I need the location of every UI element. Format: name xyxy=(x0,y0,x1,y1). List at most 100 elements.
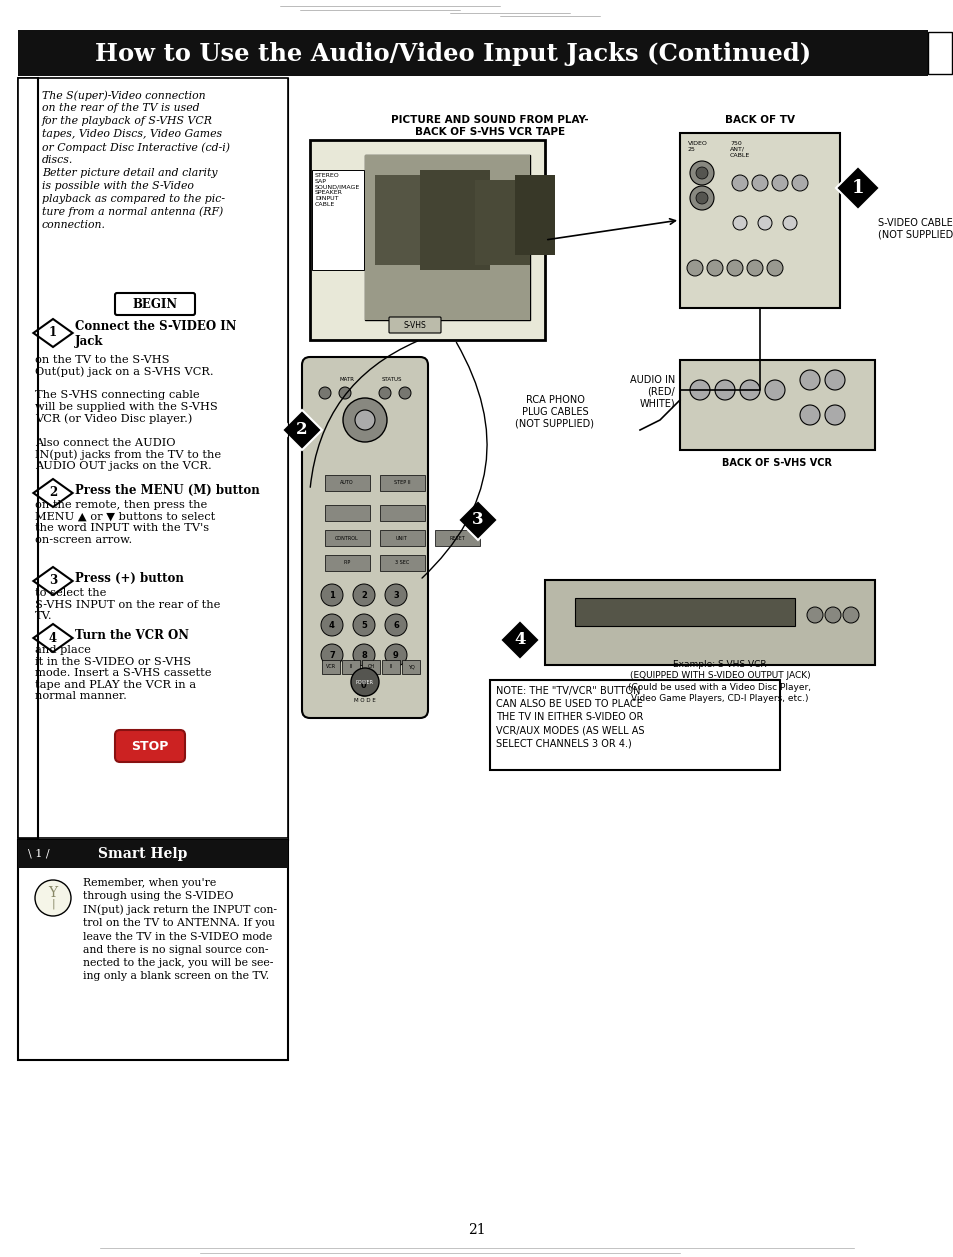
Bar xyxy=(325,556,370,571)
Text: Press the MENU (M) button: Press the MENU (M) button xyxy=(75,484,259,497)
Polygon shape xyxy=(33,319,72,347)
Text: 1: 1 xyxy=(329,591,335,600)
FancyBboxPatch shape xyxy=(302,357,428,718)
Bar xyxy=(379,556,424,571)
Circle shape xyxy=(706,260,722,277)
Bar xyxy=(365,155,530,321)
Bar xyxy=(575,598,794,626)
Bar xyxy=(544,579,874,665)
Circle shape xyxy=(800,370,820,390)
Circle shape xyxy=(824,607,841,623)
Text: 21: 21 xyxy=(468,1223,485,1237)
Text: RESET: RESET xyxy=(449,535,464,541)
FancyBboxPatch shape xyxy=(389,317,440,333)
Text: Y: Y xyxy=(49,886,57,900)
Text: VCR: VCR xyxy=(326,665,335,670)
Circle shape xyxy=(689,161,713,185)
Text: and place
it in the S-VIDEO or S-VHS
mode. Insert a S-VHS cassette
tape and PLAY: and place it in the S-VIDEO or S-VHS mod… xyxy=(35,645,212,701)
Text: on the TV to the S-VHS
Out(put) jack on a S-VHS VCR.

The S-VHS connecting cable: on the TV to the S-VHS Out(put) jack on … xyxy=(35,354,221,471)
Text: STATUS: STATUS xyxy=(381,377,402,382)
Bar xyxy=(679,133,840,308)
Circle shape xyxy=(385,613,407,636)
Text: MATR: MATR xyxy=(339,377,355,382)
Bar xyxy=(475,180,530,265)
Text: VIDEO
25: VIDEO 25 xyxy=(687,141,707,152)
Bar xyxy=(679,360,874,450)
Text: on the remote, then press the
MENU ▲ or ▼ buttons to select
the word INPUT with : on the remote, then press the MENU ▲ or … xyxy=(35,500,215,544)
Circle shape xyxy=(353,644,375,666)
Text: 3: 3 xyxy=(393,591,398,600)
FancyBboxPatch shape xyxy=(115,730,185,762)
Text: Turn the VCR ON: Turn the VCR ON xyxy=(75,628,189,642)
Text: BACK OF TV: BACK OF TV xyxy=(724,114,794,124)
Text: 750
ANT/
CABLE: 750 ANT/ CABLE xyxy=(729,141,749,157)
Text: PIP: PIP xyxy=(343,561,351,566)
Bar xyxy=(379,530,424,546)
Text: II: II xyxy=(389,665,392,670)
Circle shape xyxy=(726,260,742,277)
Circle shape xyxy=(714,380,734,400)
Bar xyxy=(435,530,479,546)
Text: 5: 5 xyxy=(360,621,367,630)
Text: 4: 4 xyxy=(329,621,335,630)
Text: M O D E: M O D E xyxy=(354,698,375,703)
Text: BEGIN: BEGIN xyxy=(132,298,177,310)
Text: 3: 3 xyxy=(472,512,483,528)
Text: The S(uper)-Video connection
on the rear of the TV is used
for the playback of S: The S(uper)-Video connection on the rear… xyxy=(42,91,230,230)
Circle shape xyxy=(689,186,713,210)
Bar xyxy=(325,505,370,520)
Text: STOP: STOP xyxy=(132,739,169,753)
Text: \ 1 /: \ 1 / xyxy=(28,848,50,859)
Text: 2: 2 xyxy=(360,591,367,600)
Bar xyxy=(490,680,780,771)
Text: AUDIO IN
(RED/
WHITE): AUDIO IN (RED/ WHITE) xyxy=(629,375,675,409)
Bar xyxy=(325,475,370,491)
Circle shape xyxy=(343,398,387,442)
Bar xyxy=(379,475,424,491)
Text: 1: 1 xyxy=(49,327,57,339)
Text: CONTROL: CONTROL xyxy=(335,535,358,541)
Bar xyxy=(419,170,490,270)
Circle shape xyxy=(751,175,767,191)
Text: YQ: YQ xyxy=(407,665,414,670)
Bar xyxy=(515,175,555,255)
Text: 4: 4 xyxy=(49,631,57,645)
Circle shape xyxy=(351,667,378,696)
Text: Connect the S-VIDEO IN
Jack: Connect the S-VIDEO IN Jack xyxy=(75,321,236,348)
Text: POWER: POWER xyxy=(355,680,374,685)
Polygon shape xyxy=(282,410,322,450)
Circle shape xyxy=(842,607,858,623)
Bar xyxy=(312,170,364,270)
Text: 8: 8 xyxy=(361,651,367,660)
Text: PICTURE AND SOUND FROM PLAY-
BACK OF S-VHS VCR TAPE: PICTURE AND SOUND FROM PLAY- BACK OF S-V… xyxy=(391,114,588,137)
FancyBboxPatch shape xyxy=(115,293,194,316)
Circle shape xyxy=(696,192,707,204)
Text: CH: CH xyxy=(367,665,375,670)
Circle shape xyxy=(824,405,844,425)
Bar xyxy=(18,840,288,1060)
Text: NOTE: THE "TV/VCR" BUTTON
CAN ALSO BE USED TO PLACE
THE TV IN EITHER S-VIDEO OR
: NOTE: THE "TV/VCR" BUTTON CAN ALSO BE US… xyxy=(496,686,644,749)
Circle shape xyxy=(353,613,375,636)
Text: 3 SEC: 3 SEC xyxy=(395,561,409,566)
Text: How to Use the Audio/Video Input Jacks (Continued): How to Use the Audio/Video Input Jacks (… xyxy=(95,41,810,67)
Polygon shape xyxy=(33,623,72,652)
Circle shape xyxy=(806,607,822,623)
Text: II: II xyxy=(349,665,352,670)
Text: STEREO
SAP
SOUND/IMAGE
SPEAKER
DINPUT
CABLE: STEREO SAP SOUND/IMAGE SPEAKER DINPUT CA… xyxy=(314,173,360,207)
Circle shape xyxy=(378,387,391,398)
Circle shape xyxy=(398,387,411,398)
Circle shape xyxy=(782,216,796,230)
Bar xyxy=(18,78,288,838)
Text: 6: 6 xyxy=(393,621,398,630)
Text: Press (+) button: Press (+) button xyxy=(75,572,184,585)
Circle shape xyxy=(731,175,747,191)
Circle shape xyxy=(385,585,407,606)
Circle shape xyxy=(338,387,351,398)
Circle shape xyxy=(320,585,343,606)
Text: S-VIDEO CABLE
(NOT SUPPLIED): S-VIDEO CABLE (NOT SUPPLIED) xyxy=(877,217,953,240)
Bar xyxy=(325,530,370,546)
Circle shape xyxy=(764,380,784,400)
Circle shape xyxy=(771,175,787,191)
Bar xyxy=(375,175,435,265)
Text: 4: 4 xyxy=(514,631,525,649)
